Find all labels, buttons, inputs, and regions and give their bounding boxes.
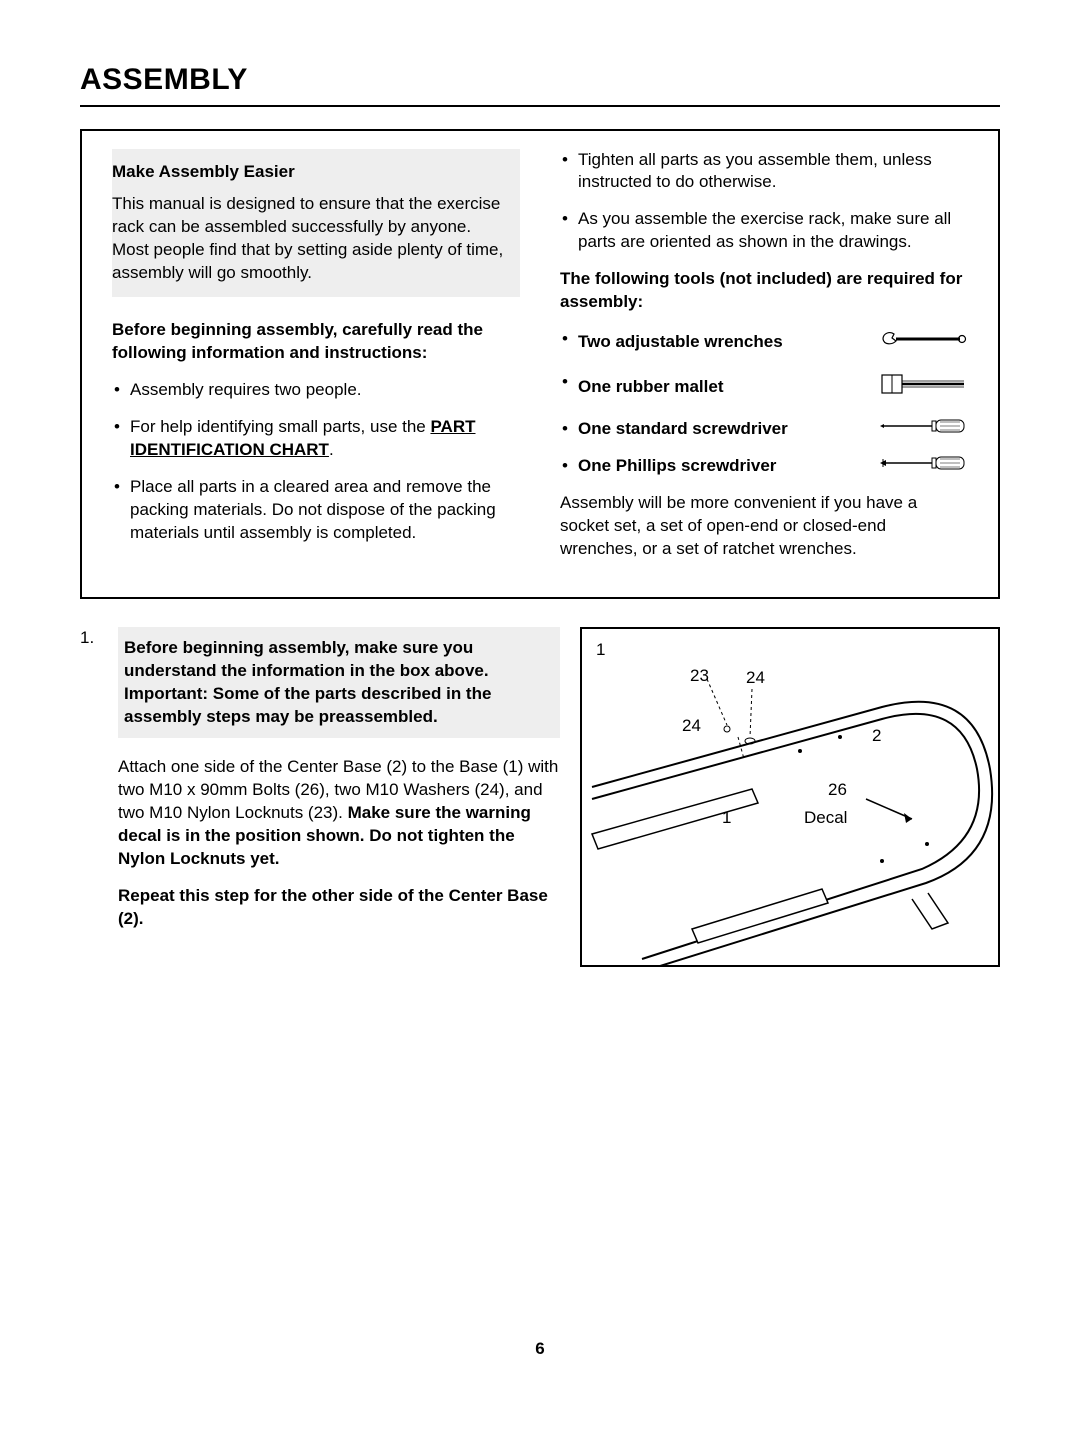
tool-label: One standard screwdriver [578,418,788,441]
page-number: 6 [80,1338,1000,1361]
bullet-part-chart: For help identifying small parts, use th… [112,416,520,462]
step1-p1: Attach one side of the Center Base (2) t… [118,756,560,871]
wrench-icon [878,328,968,357]
info-box: Make Assembly Easier This manual is desi… [80,129,1000,599]
left-column: Make Assembly Easier This manual is desi… [112,149,520,575]
text: . [329,440,334,459]
bullet-cleared-area: Place all parts in a cleared area and re… [112,476,520,545]
diagram-label-1: 1 [596,639,605,662]
bullet-orient: As you assemble the exercise rack, make … [560,208,968,254]
bullet-two-people: Assembly requires two people. [112,379,520,402]
assembly-diagram-svg [582,629,998,965]
diagram-label-24b: 24 [682,715,701,738]
before-heading: Before beginning assembly, carefully rea… [112,319,520,365]
bullet-tighten: Tighten all parts as you assemble them, … [560,149,968,195]
right-column: Tighten all parts as you assemble them, … [560,149,968,575]
flathead-screwdriver-icon [878,418,968,441]
tool-mallet: One rubber mallet [560,371,968,404]
page-title: ASSEMBLY [80,60,1000,107]
diagram-label-2: 2 [872,725,881,748]
text: For help identifying small parts, use th… [130,417,430,436]
step1-diagram: 1 23 24 24 2 26 1 Decal [580,627,1000,967]
step1-graybox: Before beginning assembly, make sure you… [118,627,560,739]
graybox-title: Make Assembly Easier [112,161,508,184]
diagram-label-decal: Decal [804,807,847,830]
make-assembly-easier-box: Make Assembly Easier This manual is desi… [112,149,520,298]
phillips-screwdriver-icon [878,455,968,478]
tool-wrenches: Two adjustable wrenches [560,328,968,357]
diagram-label-23: 23 [690,665,709,688]
step1-graytext: Before beginning assembly, make sure you… [124,638,491,726]
left-bullet-list: Assembly requires two people. For help i… [112,379,520,545]
mallet-icon [878,371,968,404]
tool-label: One Phillips screwdriver [578,455,776,478]
graybox-body: This manual is designed to ensure that t… [112,193,508,285]
tools-note: Assembly will be more convenient if you … [560,492,968,561]
diagram-label-24a: 24 [746,667,765,690]
tool-label: One rubber mallet [578,376,723,399]
diagram-label-26: 26 [828,779,847,802]
tool-label: Two adjustable wrenches [578,331,783,354]
step-number: 1. [80,627,98,967]
right-bullet-list: Tighten all parts as you assemble them, … [560,149,968,255]
step1-p2: Repeat this step for the other side of t… [118,885,560,931]
step-1: 1. Before beginning assembly, make sure … [80,627,1000,967]
tools-list: Two adjustable wrenches One rubber malle… [560,328,968,478]
tools-heading: The following tools (not included) are r… [560,268,968,314]
tool-phillips-screwdriver: One Phillips screwdriver [560,455,968,478]
diagram-label-1b: 1 [722,807,731,830]
step-text: Before beginning assembly, make sure you… [118,627,560,967]
tool-standard-screwdriver: One standard screwdriver [560,418,968,441]
